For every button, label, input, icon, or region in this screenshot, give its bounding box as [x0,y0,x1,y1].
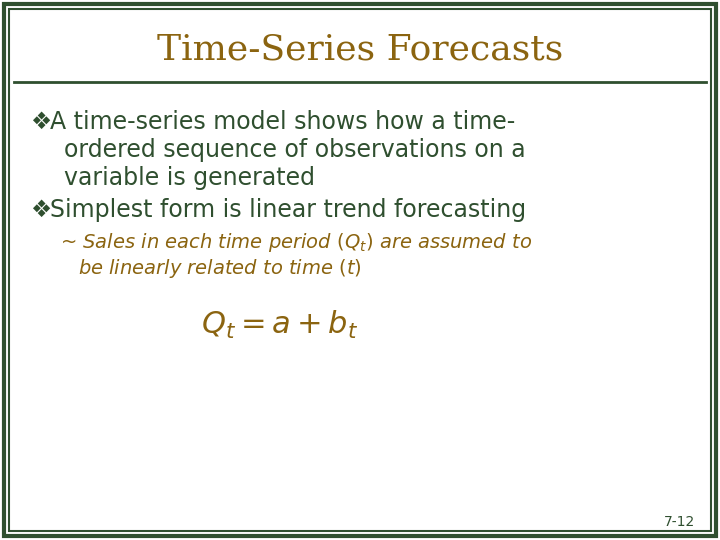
Text: Simplest form is linear trend forecasting: Simplest form is linear trend forecastin… [50,198,526,222]
Text: ❖: ❖ [30,110,51,134]
Text: ❖: ❖ [30,198,51,222]
Text: ~ Sales in each time period $(Q_t)$ are assumed to: ~ Sales in each time period $(Q_t)$ are … [60,231,532,253]
Text: be linearly related to time $(t)$: be linearly related to time $(t)$ [78,256,361,280]
Text: 7-12: 7-12 [664,515,695,529]
Text: $Q_t = a + b_t$: $Q_t = a + b_t$ [202,309,359,341]
Text: variable is generated: variable is generated [64,166,315,190]
Text: ordered sequence of observations on a: ordered sequence of observations on a [64,138,526,162]
Text: Time-Series Forecasts: Time-Series Forecasts [157,33,563,67]
Text: A time-series model shows how a time-: A time-series model shows how a time- [50,110,516,134]
